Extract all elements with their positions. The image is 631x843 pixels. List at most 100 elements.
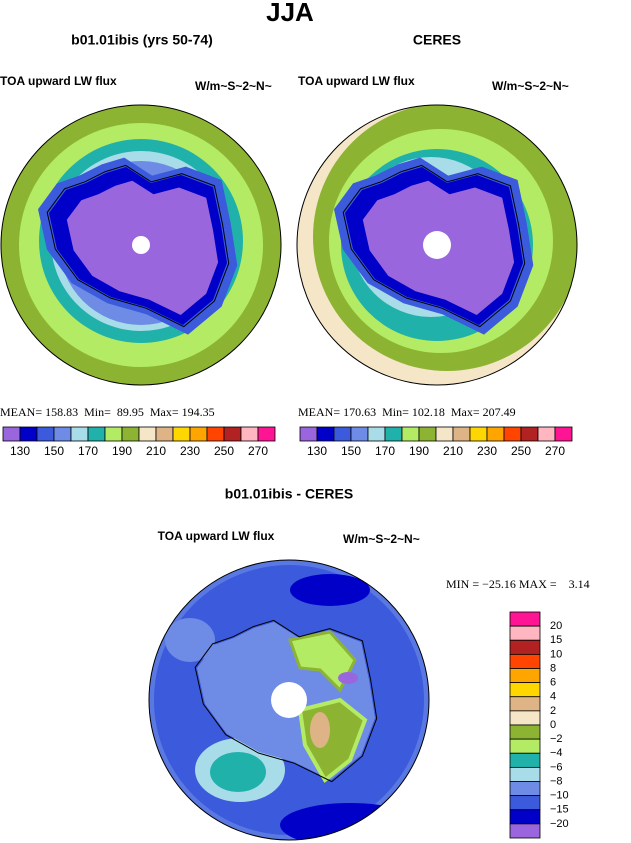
colorbar-label: 270 — [545, 444, 565, 458]
panel-title: CERES — [413, 32, 461, 48]
colorbar-label: 210 — [443, 444, 463, 458]
colorbar-box — [509, 611, 541, 627]
contour — [310, 712, 330, 748]
colorbar-label: 10 — [550, 648, 562, 660]
colorbar-box — [418, 426, 437, 442]
stats: MEAN= 170.63 Min= 102.18 Max= 207.49 — [298, 405, 516, 419]
colorbar-box — [509, 653, 541, 669]
right-label: W/m~S~2~N~ — [195, 79, 272, 93]
colorbar-box — [503, 426, 522, 442]
colorbar-box — [509, 639, 541, 655]
colorbar-box — [240, 426, 259, 442]
colorbar-box — [469, 426, 488, 442]
colorbar-label: 0 — [550, 719, 556, 731]
pole-hole — [423, 231, 451, 259]
colorbar-box — [350, 426, 369, 442]
colorbar-box — [87, 426, 106, 442]
colorbar-label: 15 — [550, 634, 562, 646]
colorbar-label: 150 — [44, 444, 64, 458]
colorbar-box — [316, 426, 335, 442]
colorbar-box — [19, 426, 38, 442]
map-border — [0, 104, 282, 386]
colorbar-box — [53, 426, 72, 442]
coastline — [194, 619, 378, 783]
map-border — [296, 104, 578, 386]
colorbar-box — [509, 625, 541, 641]
polar-map — [296, 104, 578, 386]
stats: MIN = −25.16 MAX = 3.14 — [446, 577, 590, 591]
colorbar-box — [509, 682, 541, 698]
colorbar-box — [138, 426, 157, 442]
colorbar-box — [520, 426, 539, 442]
colorbar-box — [384, 426, 403, 442]
colorbar-label: 130 — [307, 444, 327, 458]
colorbar-label: 230 — [477, 444, 497, 458]
colorbar-box — [401, 426, 420, 442]
colorbar-box — [172, 426, 191, 442]
colorbar-label: 170 — [78, 444, 98, 458]
colorbar-label: 190 — [112, 444, 132, 458]
contour — [288, 630, 357, 693]
colorbar-box — [121, 426, 140, 442]
colorbar-box — [435, 426, 454, 442]
colorbar-box — [486, 426, 505, 442]
coastline — [46, 164, 230, 328]
colorbar-box — [509, 766, 541, 782]
colorbar-label: 20 — [550, 620, 562, 632]
colorbar-box — [367, 426, 386, 442]
colorbar-box — [333, 426, 352, 442]
colorbar-box — [509, 696, 541, 712]
colorbar-box — [554, 426, 573, 442]
pole-hole — [132, 236, 150, 254]
left-label: TOA upward LW flux — [158, 529, 275, 543]
colorbar-label: 2 — [550, 705, 556, 717]
map-border — [148, 559, 430, 841]
colorbar-box — [509, 738, 541, 754]
contour — [338, 672, 358, 684]
colorbar-box — [452, 426, 471, 442]
colorbar-box — [509, 710, 541, 726]
colorbar-box — [299, 426, 318, 442]
colorbar-label: 230 — [180, 444, 200, 458]
colorbar-box — [509, 752, 541, 768]
colorbar-box — [509, 724, 541, 740]
colorbar-box — [509, 809, 541, 825]
colorbar-box — [155, 426, 174, 442]
colorbar-label: 170 — [375, 444, 395, 458]
colorbar-label: 150 — [341, 444, 361, 458]
maps: 130 150 170 190 210 230 250 270 130 150 170 190 210 2… — [0, 104, 578, 841]
panel-title: b01.01ibis (yrs 50-74) — [71, 32, 213, 48]
stats: MEAN= 158.83 Min= 89.95 Max= 194.35 — [0, 405, 215, 419]
colorbar-label: 250 — [214, 444, 234, 458]
colorbar-box — [206, 426, 225, 442]
colorbar-box — [537, 426, 556, 442]
colorbar-label: −20 — [550, 818, 569, 830]
panel-title: b01.01ibis - CERES — [225, 486, 353, 502]
colorbar-label: 270 — [248, 444, 268, 458]
colorbar-box — [36, 426, 55, 442]
colorbar-label: −2 — [550, 733, 563, 745]
colorbar-box — [509, 795, 541, 811]
colorbar-label: 130 — [10, 444, 30, 458]
left-label: TOA upward LW flux — [0, 74, 117, 88]
colorbar-box — [509, 823, 541, 839]
pole-hole — [271, 682, 307, 718]
colorbar-box — [2, 426, 21, 442]
colorbar-label: 250 — [511, 444, 531, 458]
coastline — [342, 164, 526, 328]
colorbar-box — [509, 668, 541, 684]
polar-map — [148, 559, 430, 841]
colorbar-box — [509, 781, 541, 797]
colorbar-box — [70, 426, 89, 442]
colorbar-label: −4 — [550, 747, 563, 759]
contour — [210, 752, 266, 792]
colorbar-box — [189, 426, 208, 442]
right-label: W/m~S~2~N~ — [343, 532, 420, 546]
colorbar-label: 210 — [146, 444, 166, 458]
contour — [165, 618, 215, 662]
colorbar-label: 4 — [550, 691, 556, 703]
colorbar-box — [104, 426, 123, 442]
colorbar-label: −15 — [550, 804, 569, 816]
right-label: W/m~S~2~N~ — [492, 79, 569, 93]
